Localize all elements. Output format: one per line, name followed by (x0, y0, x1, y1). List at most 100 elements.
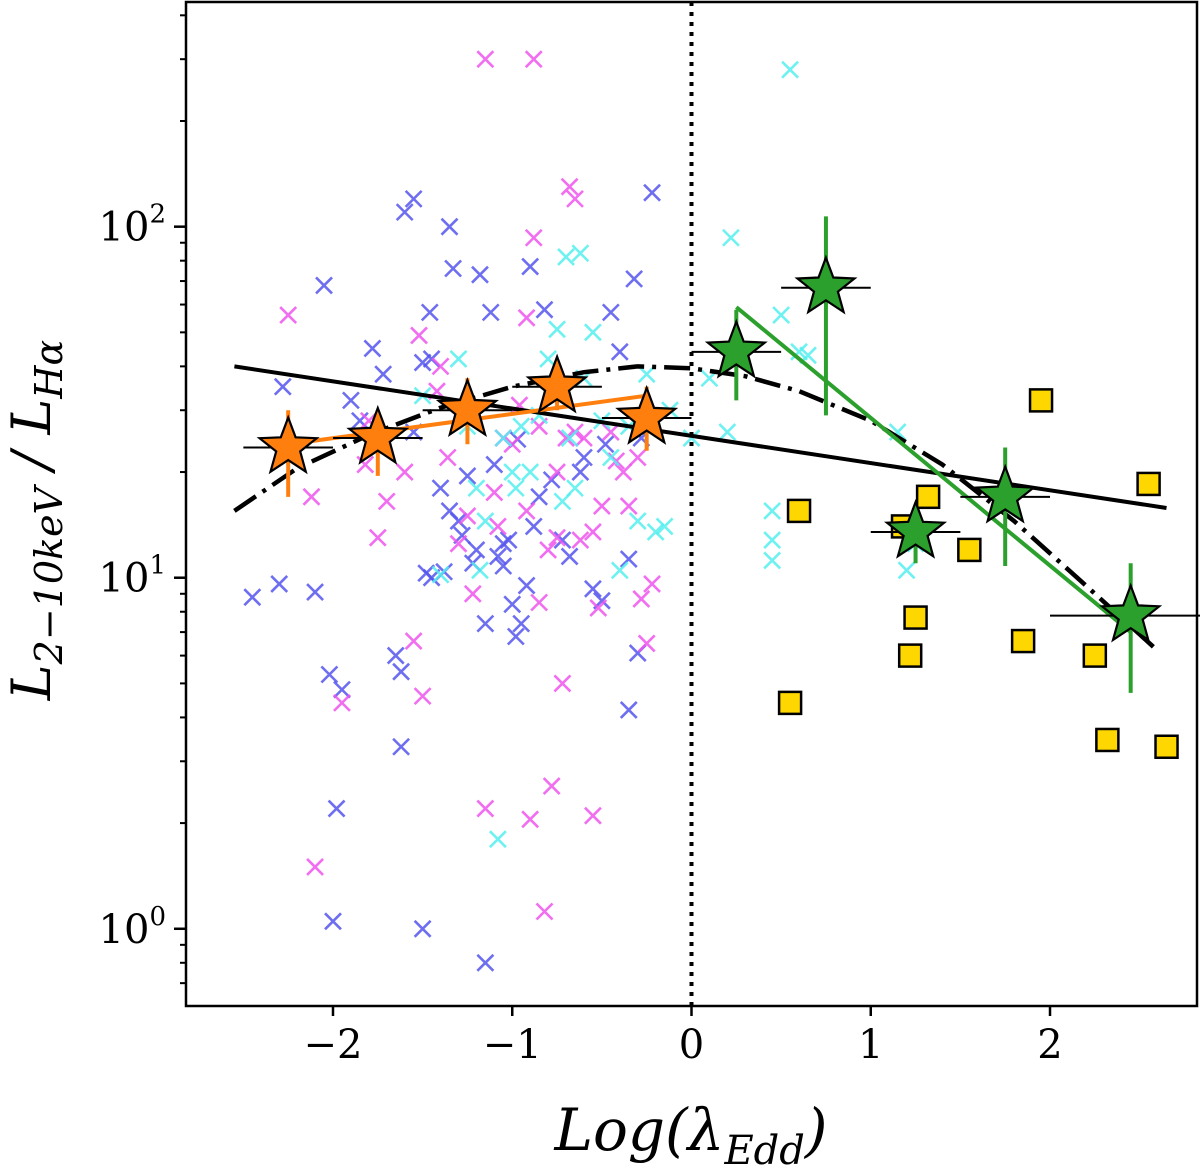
orange-bin-star (256, 414, 320, 475)
green-bin-star (794, 254, 858, 315)
cross-marker (548, 528, 566, 547)
cross-marker (655, 517, 674, 536)
cross-marker (614, 463, 633, 481)
cross-marker (619, 550, 638, 569)
cross-marker (637, 365, 656, 384)
cross-marker (476, 799, 495, 818)
orange-bin-star (525, 353, 589, 414)
cross-marker (610, 342, 629, 361)
cross-marker (410, 326, 428, 345)
cross-marker (333, 680, 351, 699)
cross-marker (503, 595, 522, 614)
cross-marker (494, 557, 513, 575)
green-bin-fit-line (735, 305, 1132, 634)
axis-ticks: −2 −1 0 1 2 100 101 102 (99, 14, 1063, 1068)
square-marker (915, 484, 941, 510)
cross-marker (279, 306, 298, 324)
cross-marker (467, 541, 486, 559)
cross-marker (404, 632, 423, 650)
cross-marker (553, 492, 572, 511)
cross-marker (632, 590, 651, 608)
cross-marker (333, 693, 351, 712)
cross-marker (571, 531, 590, 550)
cross-marker (363, 339, 382, 358)
cross-marker (306, 583, 324, 602)
cross-marker (392, 737, 411, 756)
cross-marker (302, 487, 321, 506)
cross-marker (503, 435, 522, 454)
cross-marker (583, 523, 602, 541)
orange-bin-star (435, 377, 499, 438)
orange-bin-star (615, 384, 679, 445)
cross-marker (420, 303, 439, 322)
cross-marker (386, 646, 405, 665)
cross-marker (897, 561, 916, 580)
cross-marker (781, 60, 800, 79)
cross-marker (553, 674, 572, 693)
y-tick-label: 100 (99, 902, 166, 953)
cross-marker (458, 466, 477, 485)
cross-marker (488, 830, 507, 849)
cross-marker (763, 531, 782, 550)
cross-marker (444, 259, 463, 278)
cross-marker (548, 320, 566, 339)
cross-marker (327, 799, 346, 818)
square-marker (1082, 643, 1108, 668)
cross-marker (320, 665, 339, 684)
square-marker (957, 537, 982, 563)
cross-marker (601, 448, 620, 467)
cross-marker (560, 177, 579, 196)
cross-marker (476, 512, 495, 530)
cross-marker (517, 576, 536, 595)
cross-marker (763, 501, 782, 520)
cross-marker (471, 265, 489, 284)
cross-marker (431, 357, 450, 376)
cross-marker (494, 534, 513, 553)
cross-marker (583, 579, 602, 598)
cross-marker (506, 627, 525, 646)
green-bin-star (884, 498, 948, 559)
cross-marker (494, 429, 513, 447)
cross-marker (637, 634, 656, 653)
cross-marker (610, 561, 629, 580)
cross-marker (458, 506, 477, 525)
x-tick-label: −2 (304, 1022, 363, 1068)
cross-marker (341, 391, 360, 410)
cross-marker (481, 303, 500, 322)
square-marker (1154, 734, 1179, 759)
cross-marker (557, 429, 575, 447)
cross-marker (413, 353, 432, 372)
cross-marker (377, 492, 396, 511)
y-tick-label: 101 (99, 551, 166, 602)
cross-marker (643, 575, 661, 593)
square-marker (1010, 628, 1036, 654)
cross-marker (583, 806, 602, 825)
cross-marker (548, 463, 566, 481)
cross-marker (575, 429, 593, 447)
cross-marker (324, 912, 342, 931)
cross-marker (488, 517, 507, 536)
green-bin-star (704, 318, 768, 379)
cross-marker (485, 483, 504, 502)
cross-marker (476, 614, 495, 633)
cross-marker (521, 257, 540, 276)
cross-marker (431, 565, 450, 584)
square-marker (1095, 727, 1120, 753)
cross-marker (530, 593, 549, 612)
cross-marker (722, 228, 740, 247)
cross-marker (449, 350, 468, 368)
cross-marker (589, 599, 608, 617)
x-axis-label: Log(λEdd) (553, 1096, 827, 1168)
cross-marker (395, 463, 414, 481)
cross-marker (539, 541, 558, 559)
cross-marker (243, 588, 262, 607)
green-bin-star (1099, 582, 1163, 643)
green-bin-star (973, 463, 1037, 524)
cross-marker (643, 183, 661, 202)
cross-marker (440, 501, 459, 520)
cross-marker (521, 810, 540, 829)
square-marker (897, 643, 923, 668)
cross-marker (542, 777, 561, 795)
cross-marker (476, 953, 495, 972)
